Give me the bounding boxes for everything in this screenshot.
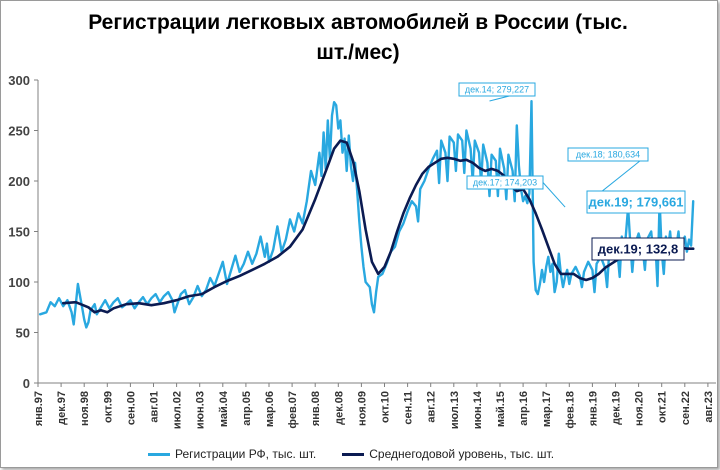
x-tick-label: авг.12	[426, 391, 438, 423]
y-tick-label: 100	[8, 275, 30, 290]
x-tick-label: июн.14	[472, 390, 484, 429]
x-tick-label: окт.99	[102, 391, 114, 423]
legend-swatch-average	[342, 452, 365, 456]
series-line-average	[61, 139, 695, 314]
annotation-label: дек.17; 174,203	[473, 178, 537, 188]
x-tick-label: сен.22	[680, 391, 692, 425]
x-tick-label: ноя.98	[79, 391, 91, 426]
x-tick-label: окт.21	[657, 391, 669, 423]
x-tick-label: янв.97	[33, 391, 45, 426]
x-tick-label: сен.11	[403, 391, 415, 425]
x-tick-label: дек.19	[611, 391, 623, 425]
legend-item-average: Среднегодовой уровень, тыс. шт.	[342, 447, 554, 461]
x-tick-label: авг.01	[149, 391, 161, 423]
legend-swatch-registrations	[148, 452, 170, 456]
annotation-box	[458, 82, 536, 97]
x-tick-label: дек.08	[333, 391, 345, 425]
y-tick-label: 0	[23, 376, 30, 391]
y-tick-label: 50	[16, 326, 30, 341]
x-tick-label: авг.23	[703, 391, 715, 423]
annotation-label: дек.18; 180,634	[576, 150, 640, 160]
y-tick-label: 150	[8, 225, 30, 240]
y-tick-label: 250	[8, 124, 30, 139]
x-tick-label: июн.03	[195, 391, 207, 429]
chart-title-line-2: шт./мес)	[316, 41, 400, 64]
x-tick-label: мар.06	[264, 391, 276, 427]
y-tick-label: 200	[8, 174, 30, 189]
x-tick-label: янв.19	[587, 391, 599, 426]
annotation-label: дек.19; 132,8	[598, 242, 679, 257]
annotation-label: дек.19; 179,661	[589, 195, 684, 210]
x-tick-label: ноя.09	[356, 391, 368, 426]
annotation-leader	[542, 182, 566, 208]
legend-label-registrations: Регистрации РФ, тыс. шт.	[175, 447, 317, 461]
annotation-box	[466, 175, 544, 190]
chart-title-line-1: Регистрации легковых автомобилей в Росси…	[88, 11, 628, 34]
x-tick-label: фев.07	[287, 391, 299, 429]
x-tick-label: сен.00	[125, 391, 137, 425]
x-tick-label: окт.10	[380, 391, 392, 423]
annotation-box	[591, 237, 685, 261]
legend-item-registrations: Регистрации РФ, тыс. шт.	[148, 447, 316, 461]
annotation-box	[586, 190, 686, 214]
x-tick-label: апр.16	[518, 391, 530, 426]
x-tick-label: июл.02	[172, 391, 184, 429]
x-tick-label: май.15	[495, 391, 507, 427]
legend-label-average: Среднегодовой уровень, тыс. шт.	[369, 447, 555, 461]
y-tick-label: 300	[8, 73, 30, 88]
x-tick-label: июл.13	[449, 391, 461, 429]
x-tick-label: янв.08	[310, 391, 322, 426]
x-tick-label: дек.97	[56, 391, 68, 425]
annotation-label: дек.14; 279,227	[465, 85, 529, 95]
x-tick-label: ноя.20	[634, 391, 646, 426]
chart-title: Регистрации легковых автомобилей в Росси…	[0, 8, 716, 68]
x-tick-label: мар.17	[541, 391, 553, 427]
x-tick-label: май.04	[218, 390, 230, 427]
x-tick-label: апр.05	[241, 391, 253, 426]
legend: Регистрации РФ, тыс. шт. Среднегодовой у…	[148, 446, 580, 462]
x-tick-label: фев.18	[564, 391, 576, 429]
series-line-registrations	[38, 100, 695, 329]
annotation-box	[567, 147, 649, 162]
